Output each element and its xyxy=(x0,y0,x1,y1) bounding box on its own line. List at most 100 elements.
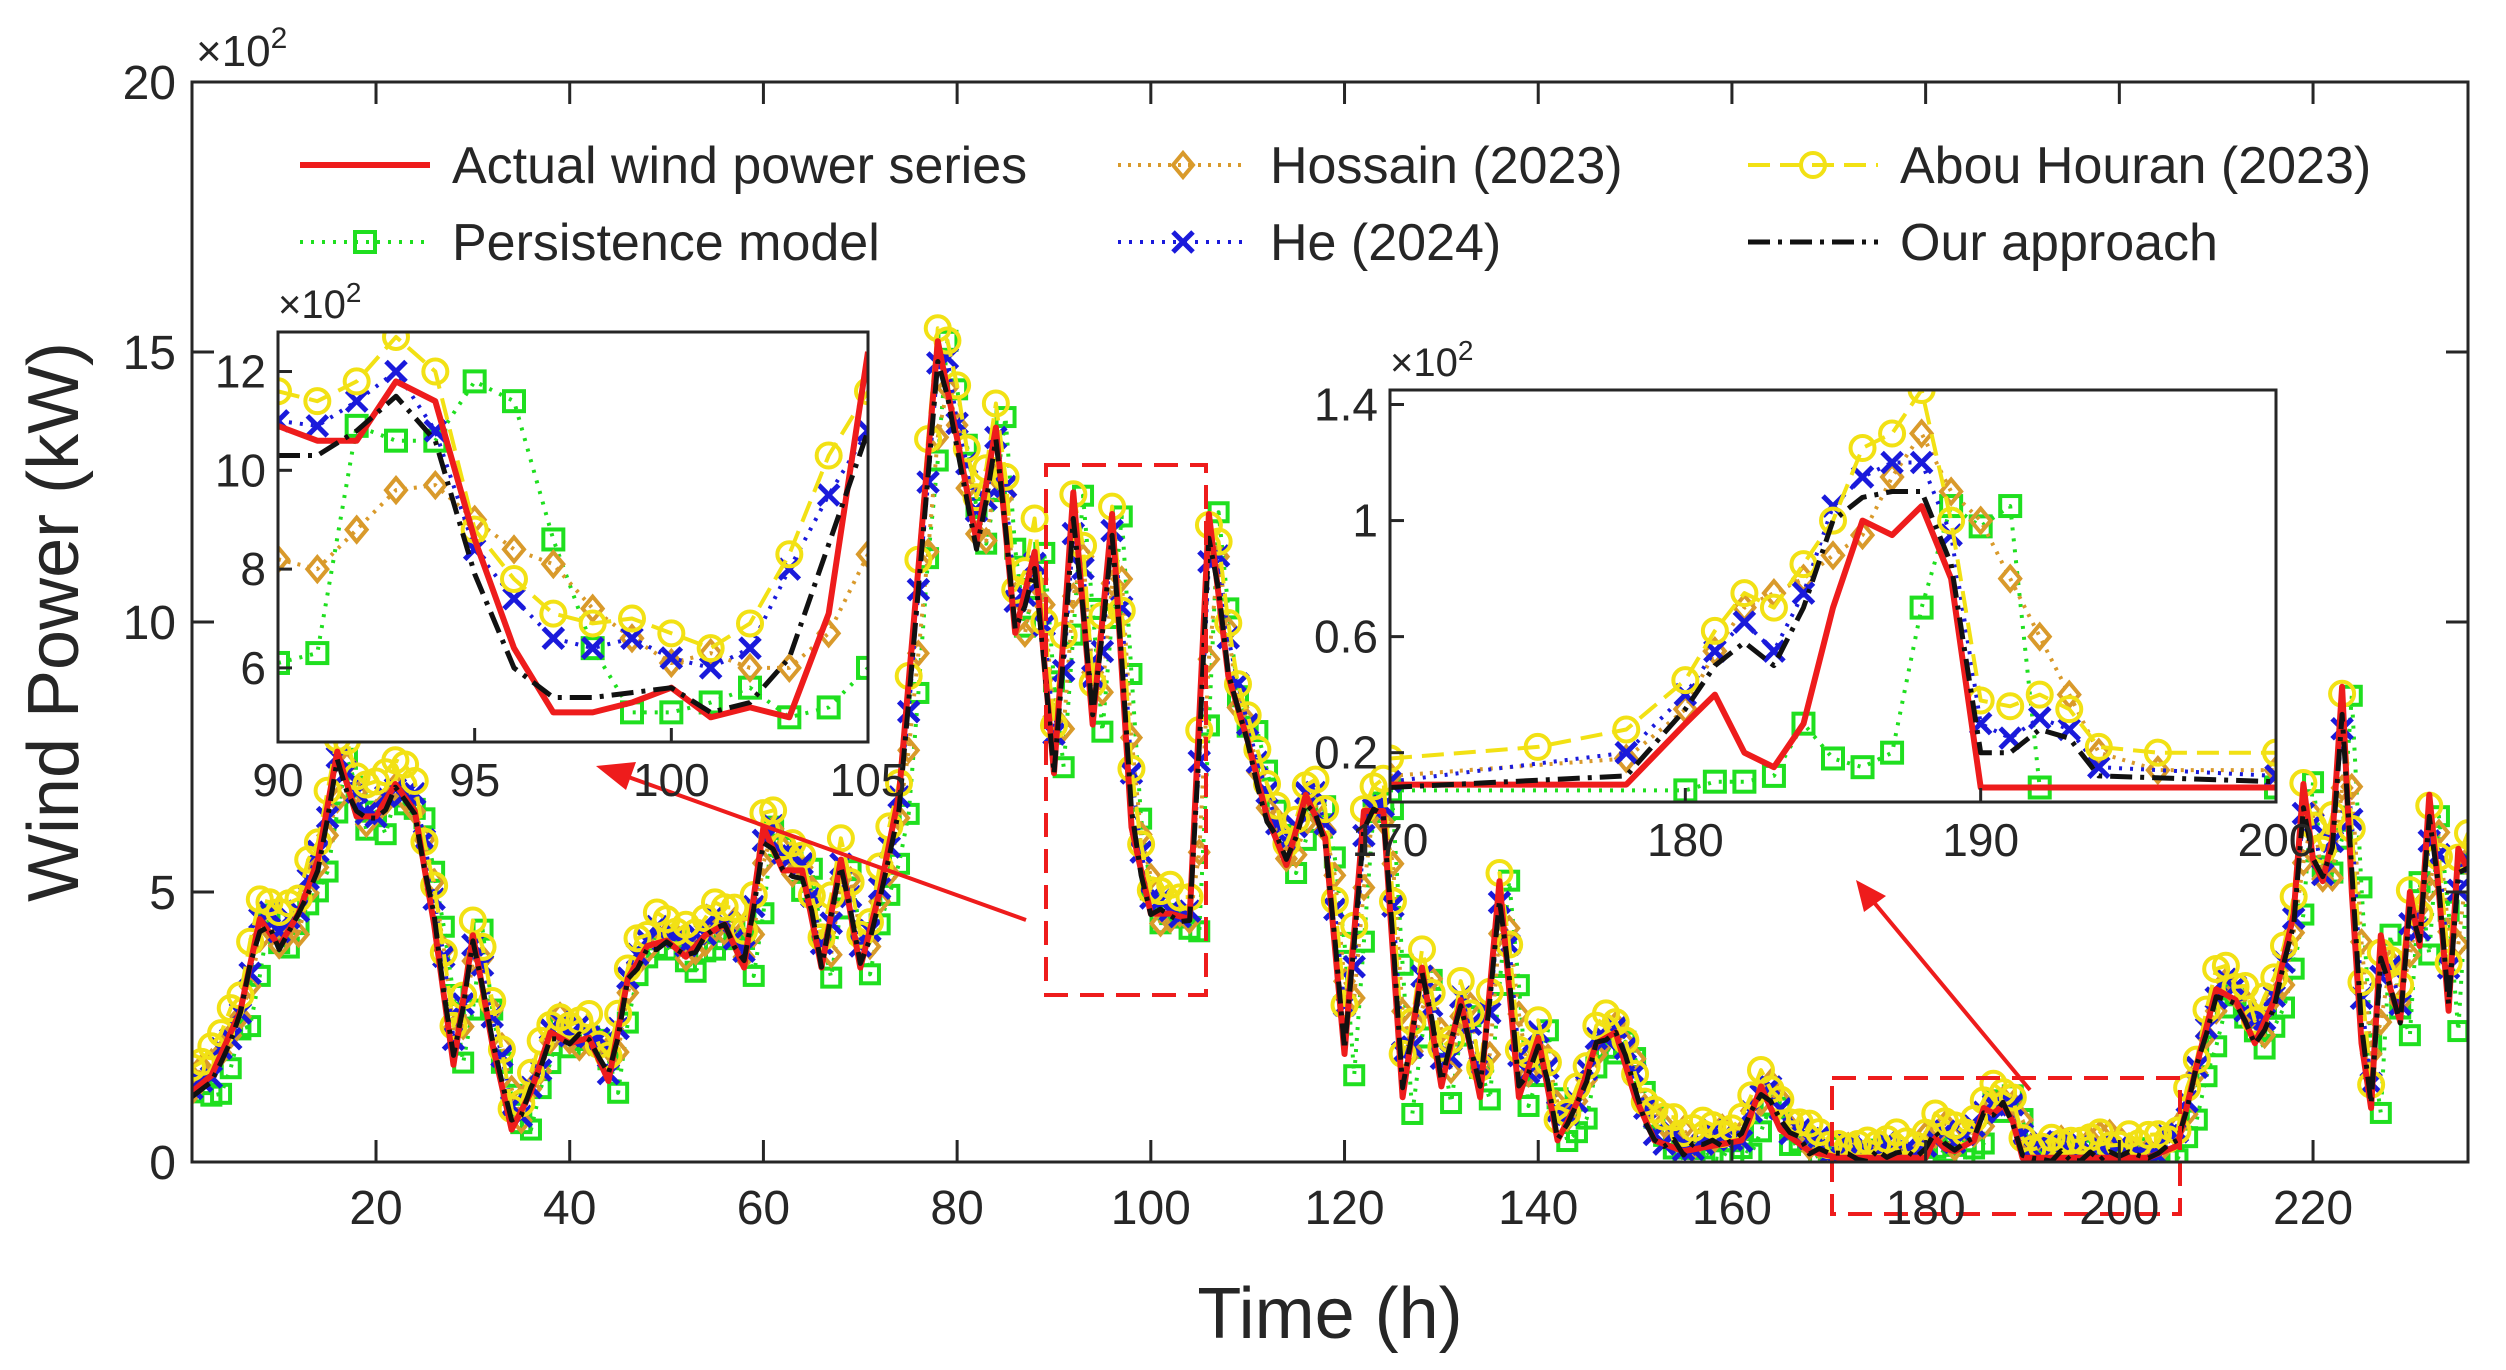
inset-right-series-abou-marker xyxy=(1789,550,1818,579)
inset-right-series-abou-marker xyxy=(1671,666,1700,695)
inset-right-series-he-marker xyxy=(1614,740,1639,765)
inset-left-series-abou-marker xyxy=(342,367,371,396)
series-abou-marker xyxy=(2454,819,2468,848)
series-abou-marker xyxy=(575,1000,604,1029)
inset-left-series-persistence-marker xyxy=(698,690,723,715)
series-persistence-marker xyxy=(2369,1101,2392,1124)
inset-right-series-hossain-marker xyxy=(1938,476,1964,507)
inset-right-series-abou-marker xyxy=(2025,680,2054,709)
series-abou-marker xyxy=(1223,670,1252,699)
inset-left-series-he xyxy=(278,369,868,670)
inset-left-series-abou-marker xyxy=(696,634,725,663)
series-hossain-marker xyxy=(1013,620,1037,648)
series-persistence-marker xyxy=(2408,871,2431,894)
inset-left-series-hossain-marker xyxy=(658,647,684,679)
legend-entry-hossain: Hossain (2023) xyxy=(1118,137,1623,195)
inset-left-series-ours xyxy=(278,393,868,715)
x-tick-label: 160 xyxy=(1692,1182,1772,1235)
inset-right-series-persistence-marker xyxy=(1702,769,1727,794)
inset-left-series-hossain-marker xyxy=(580,593,606,624)
y-tick-label: 0 xyxy=(149,1137,176,1190)
legend-label-he: He (2024) xyxy=(1270,214,1501,272)
series-abou-marker xyxy=(400,766,429,795)
inset-left-x-tick-label: 100 xyxy=(633,754,710,806)
legend-label-abou: Abou Houran (2023) xyxy=(1900,137,2371,195)
series-abou-marker xyxy=(1998,1083,2027,1112)
inset-right-series-persistence-marker xyxy=(1968,514,1993,539)
series-abou-marker xyxy=(1650,1102,1679,1131)
legend-label-ours: Our approach xyxy=(1900,214,2218,272)
inset-left-series-abou-marker xyxy=(814,441,843,470)
inset-right-series-abou-marker xyxy=(1878,419,1907,448)
inset-right-series-hossain-marker xyxy=(2056,679,2082,710)
series-abou-marker xyxy=(759,796,788,825)
inset-left-series-abou-marker xyxy=(303,387,332,416)
series-persistence-marker xyxy=(1343,1064,1366,1087)
series-hossain-marker xyxy=(1148,909,1173,938)
inset-left-series-persistence xyxy=(278,379,868,720)
inset-left-y-tick-label: 12 xyxy=(215,346,266,398)
legend-entry-abou: Abou Houran (2023) xyxy=(1748,137,2371,195)
inset-left-series-abou-marker xyxy=(421,357,450,386)
y-axis-label: Wind Power (kW) xyxy=(14,342,94,902)
series-persistence-marker xyxy=(1440,1092,1463,1115)
series-abou-marker xyxy=(420,871,449,900)
series-abou-marker xyxy=(1524,1006,1553,1035)
series-abou-marker xyxy=(487,1035,516,1064)
zoom-arrow-left xyxy=(619,772,1027,922)
zoom-arrow-right xyxy=(1870,898,2032,1092)
inset-right-x-tick-label: 180 xyxy=(1647,814,1724,866)
inset-right-series-abou-marker xyxy=(1523,732,1552,761)
inset-left-series-persistence-marker xyxy=(462,369,487,394)
inset-left-series-he-marker xyxy=(305,414,330,438)
x-tick-label: 220 xyxy=(2273,1182,2353,1235)
inset-left-y-tick-label: 8 xyxy=(240,543,266,595)
legend-label-hossain: Hossain (2023) xyxy=(1270,137,1623,195)
inset-right-x-tick-label: 190 xyxy=(1942,814,2019,866)
inset-right-series-abou-marker xyxy=(2055,695,2084,724)
inset-right-series-he-marker xyxy=(1850,465,1875,489)
inset-left-series-he-marker xyxy=(856,419,868,443)
series-hossain-marker xyxy=(306,853,330,882)
inset-right-series-he-marker xyxy=(1909,450,1934,475)
inset-left-series-hossain-marker xyxy=(855,539,868,570)
inset-left-series-abou-marker xyxy=(657,619,686,648)
series-hossain-marker xyxy=(228,1002,253,1031)
series-abou-marker xyxy=(192,1053,206,1082)
series-persistence-marker xyxy=(2253,1037,2276,1060)
series-ours xyxy=(192,359,2468,1162)
inset-left-series-hossain-marker xyxy=(344,514,370,545)
series-abou-marker xyxy=(1243,735,1272,764)
series-abou-marker xyxy=(1446,967,1475,996)
series-abou-marker xyxy=(720,893,749,922)
series-abou-marker xyxy=(1214,608,1243,637)
x-tick-label: 80 xyxy=(930,1182,983,1235)
inset-left-series-persistence-marker xyxy=(305,641,330,666)
legend-entry-ours: Our approach xyxy=(1748,214,2218,272)
inset-left-series-hossain-marker xyxy=(304,553,330,585)
inset-right-series-actual xyxy=(1390,503,2276,791)
series-abou-marker xyxy=(1127,830,1156,859)
series-abou-marker xyxy=(730,916,759,945)
inset-left-series-abou-marker xyxy=(618,604,646,633)
inset-right-exponent-label: ×102 xyxy=(1390,335,1473,385)
inset-right-series-abou-marker xyxy=(2143,738,2172,767)
inset-right-series-abou-marker xyxy=(2262,738,2276,767)
inset-left-x-tick-label: 95 xyxy=(449,754,500,806)
inset-left-series-hossain xyxy=(278,483,868,670)
legend-label-persistence: Persistence model xyxy=(452,214,880,272)
inset-left-series-persistence-marker xyxy=(278,650,290,675)
series-abou-marker xyxy=(439,1011,468,1040)
inset-right-series-abou-marker xyxy=(1848,434,1877,463)
series-hossain-marker xyxy=(2311,865,2335,893)
inset-left-series-abou-marker xyxy=(854,377,868,406)
inset-right-series-abou-marker xyxy=(1819,506,1847,535)
x-tick-label: 40 xyxy=(543,1182,596,1235)
inset-left-series-actual xyxy=(278,351,868,721)
inset-right-series-abou xyxy=(1390,390,2276,761)
inset-left-series-abou-marker xyxy=(382,332,410,351)
series-hossain xyxy=(192,386,2468,1160)
legend-marker-persistence xyxy=(353,230,377,254)
series-abou-marker xyxy=(807,923,836,952)
